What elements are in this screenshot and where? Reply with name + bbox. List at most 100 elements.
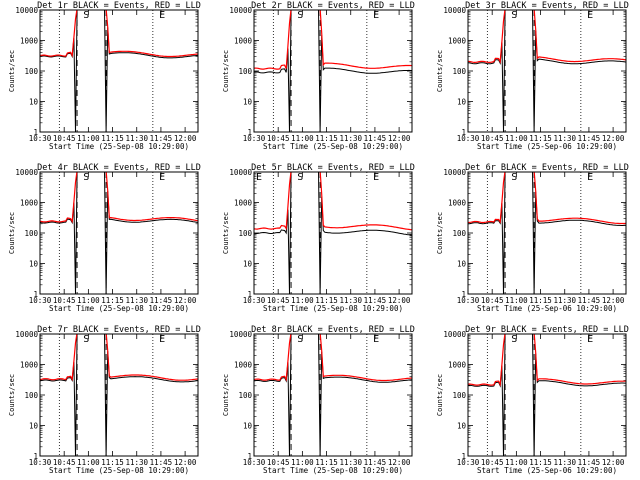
y-tick-label: 10 [243, 260, 253, 269]
x-tick-label: 11:15 [101, 296, 124, 305]
panel-title: Det 6r BLACK = Events, RED = LLD [465, 163, 629, 173]
x-tick-label: 10:45 [53, 458, 76, 467]
y-axis-label: Counts/sec [8, 374, 16, 416]
lld-series-line [40, 172, 198, 224]
y-axis-label: Counts/sec [222, 50, 230, 92]
y-tick-label: 10000 [443, 6, 466, 15]
x-tick-label: 11:45 [150, 134, 173, 143]
plot-area [254, 172, 412, 294]
x-axis-label: Start Time (25-Sep-08 10:29:00) [263, 304, 403, 313]
x-tick-label: 11:00 [77, 296, 100, 305]
lld-series-line [40, 10, 198, 58]
panel-title: Det 5r BLACK = Events, RED = LLD [251, 163, 415, 173]
events-series-line [468, 172, 626, 294]
panel-det-5: Det 5r BLACK = Events, RED = LLD 1 10 100 10… [222, 163, 415, 313]
y-tick-label: 10 [243, 422, 253, 431]
x-tick-label: 11:45 [150, 458, 173, 467]
x-tick-label: 10:30 [457, 458, 480, 467]
x-tick-label: 11:45 [578, 458, 601, 467]
x-tick-label: 12:00 [602, 134, 625, 143]
y-axis-label: Counts/sec [222, 212, 230, 254]
y-tick-label: 10 [29, 260, 39, 269]
panel-title: Det 8r BLACK = Events, RED = LLD [251, 325, 415, 335]
start-marker-label: S [511, 172, 517, 183]
x-tick-label: 12:00 [388, 296, 411, 305]
panel-frame [467, 333, 627, 457]
x-axis-label: Start Time (25-Sep-08 10:29:00) [49, 304, 189, 313]
panel-det-3: Det 3r BLACK = Events, RED = LLD 1 10 100 10… [436, 1, 629, 151]
x-tick-label: 11:30 [125, 296, 148, 305]
plot-area [40, 334, 198, 456]
y-axis-label: Counts/sec [8, 50, 16, 92]
x-tick-label: 11:30 [553, 296, 576, 305]
y-tick-label: 1 [33, 452, 38, 461]
x-axis-label: Start Time (25-Sep-06 10:29:00) [477, 304, 617, 313]
panel-frame [253, 333, 413, 457]
plot-area [40, 10, 198, 132]
y-axis-label: Counts/sec [222, 374, 230, 416]
events-series-line [40, 334, 198, 456]
x-tick-label: 10:45 [481, 134, 504, 143]
y-tick-label: 100 [24, 67, 38, 76]
panel-title: Det 2r BLACK = Events, RED = LLD [251, 1, 415, 11]
lld-series-line [468, 10, 626, 64]
x-tick-label: 11:45 [364, 296, 387, 305]
x-tick-label: 11:00 [505, 296, 528, 305]
events-series-line [468, 334, 626, 456]
y-tick-label: 1000 [448, 361, 467, 370]
y-tick-label: 1 [461, 452, 466, 461]
x-tick-label: 10:45 [481, 458, 504, 467]
y-axis-label: Counts/sec [436, 374, 444, 416]
panel-det-2: Det 2r BLACK = Events, RED = LLD 1 10 100 10… [222, 1, 415, 151]
y-tick-label: 10000 [229, 330, 252, 339]
y-tick-label: 1000 [20, 361, 39, 370]
x-tick-label: 10:30 [243, 296, 266, 305]
y-tick-label: 1000 [448, 199, 467, 208]
x-tick-label: 11:15 [529, 134, 552, 143]
events-series-line [468, 10, 626, 132]
x-tick-label: 11:00 [505, 134, 528, 143]
x-tick-label: 12:00 [602, 296, 625, 305]
end-marker-label: E [587, 334, 593, 345]
x-tick-label: 11:30 [125, 134, 148, 143]
x-tick-label: 11:45 [578, 134, 601, 143]
x-tick-label: 11:15 [529, 296, 552, 305]
x-tick-label: 10:45 [481, 296, 504, 305]
y-tick-label: 1 [461, 290, 466, 299]
y-tick-label: 10 [457, 422, 467, 431]
end-marker-label: E [373, 172, 379, 183]
start-marker-label: S [297, 172, 303, 183]
plot-area [254, 334, 412, 456]
x-axis-label: Start Time (25-Sep-06 10:29:00) [477, 466, 617, 475]
end-marker-label: E [159, 172, 165, 183]
x-tick-label: 11:15 [315, 134, 338, 143]
x-tick-label: 12:00 [388, 458, 411, 467]
end-marker-label: E [587, 172, 593, 183]
plot-area [254, 10, 412, 132]
x-tick-label: 10:30 [243, 458, 266, 467]
panel-det-9: Det 9r BLACK = Events, RED = LLD 1 10 100 10… [436, 325, 629, 475]
events-series-line [254, 172, 412, 294]
x-tick-label: 10:30 [29, 458, 52, 467]
panel-frame [39, 171, 199, 295]
x-tick-label: 10:45 [53, 134, 76, 143]
end-marker-label: E [373, 334, 379, 345]
x-axis-label: Start Time (25-Sep-08 10:29:00) [49, 142, 189, 151]
x-tick-label: 12:00 [174, 458, 197, 467]
x-tick-label: 11:30 [339, 134, 362, 143]
events-series-line [254, 10, 412, 132]
y-tick-label: 1 [247, 452, 252, 461]
plot-area [468, 172, 626, 294]
panel-det-4: Det 4r BLACK = Events, RED = LLD 1 10 100 10… [8, 163, 201, 313]
y-axis-label: Counts/sec [436, 50, 444, 92]
y-tick-label: 1 [247, 128, 252, 137]
y-tick-label: 100 [452, 391, 466, 400]
end-marker-label: E [159, 334, 165, 345]
x-axis-label: Start Time (25-Sep-08 10:29:00) [263, 466, 403, 475]
x-axis-label: Start Time (25-Sep-08 10:29:00) [263, 142, 403, 151]
plot-area [468, 10, 626, 132]
x-tick-label: 10:45 [267, 296, 290, 305]
lld-series-line [40, 334, 198, 382]
events-series-line [40, 172, 198, 294]
